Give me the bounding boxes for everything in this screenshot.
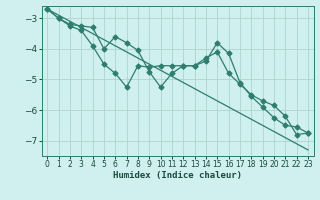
X-axis label: Humidex (Indice chaleur): Humidex (Indice chaleur)	[113, 171, 242, 180]
